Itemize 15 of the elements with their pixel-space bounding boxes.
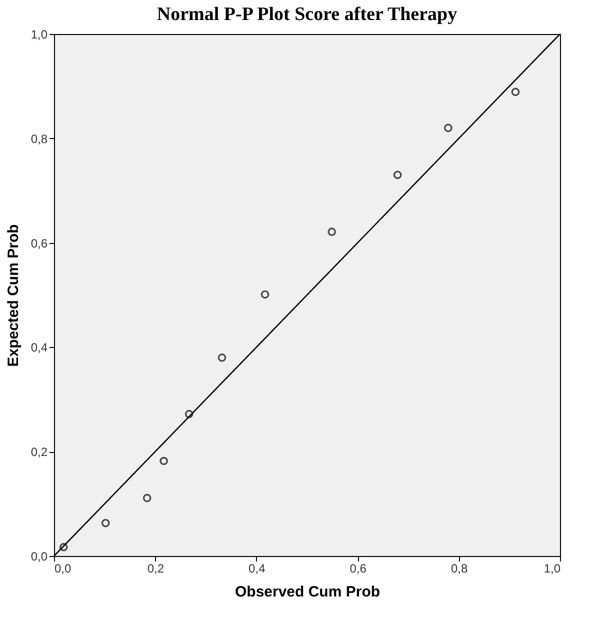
x-tick-label: 0,0 — [54, 562, 72, 576]
chart-title: Normal P-P Plot Score after Therapy — [156, 4, 458, 25]
x-tick-label: 0,4 — [248, 562, 266, 576]
y-tick-label: 0,6 — [30, 236, 48, 250]
y-tick-label: 0,2 — [30, 445, 48, 460]
x-tick-label: 0,8 — [450, 562, 468, 576]
x-tick-label: 1,0 — [544, 562, 561, 576]
y-tick-label: 0,0 — [30, 550, 48, 564]
x-tick-label: 0,2 — [147, 562, 164, 576]
y-tick-label: 0,8 — [30, 132, 48, 146]
x-tick-label: 0,6 — [350, 562, 367, 576]
y-axis-title: Expected Cum Prob — [4, 224, 22, 367]
y-tick-label: 0,4 — [30, 340, 48, 355]
y-tick-label: 1,0 — [30, 28, 48, 42]
x-axis-title: Observed Cum Prob — [234, 584, 380, 600]
